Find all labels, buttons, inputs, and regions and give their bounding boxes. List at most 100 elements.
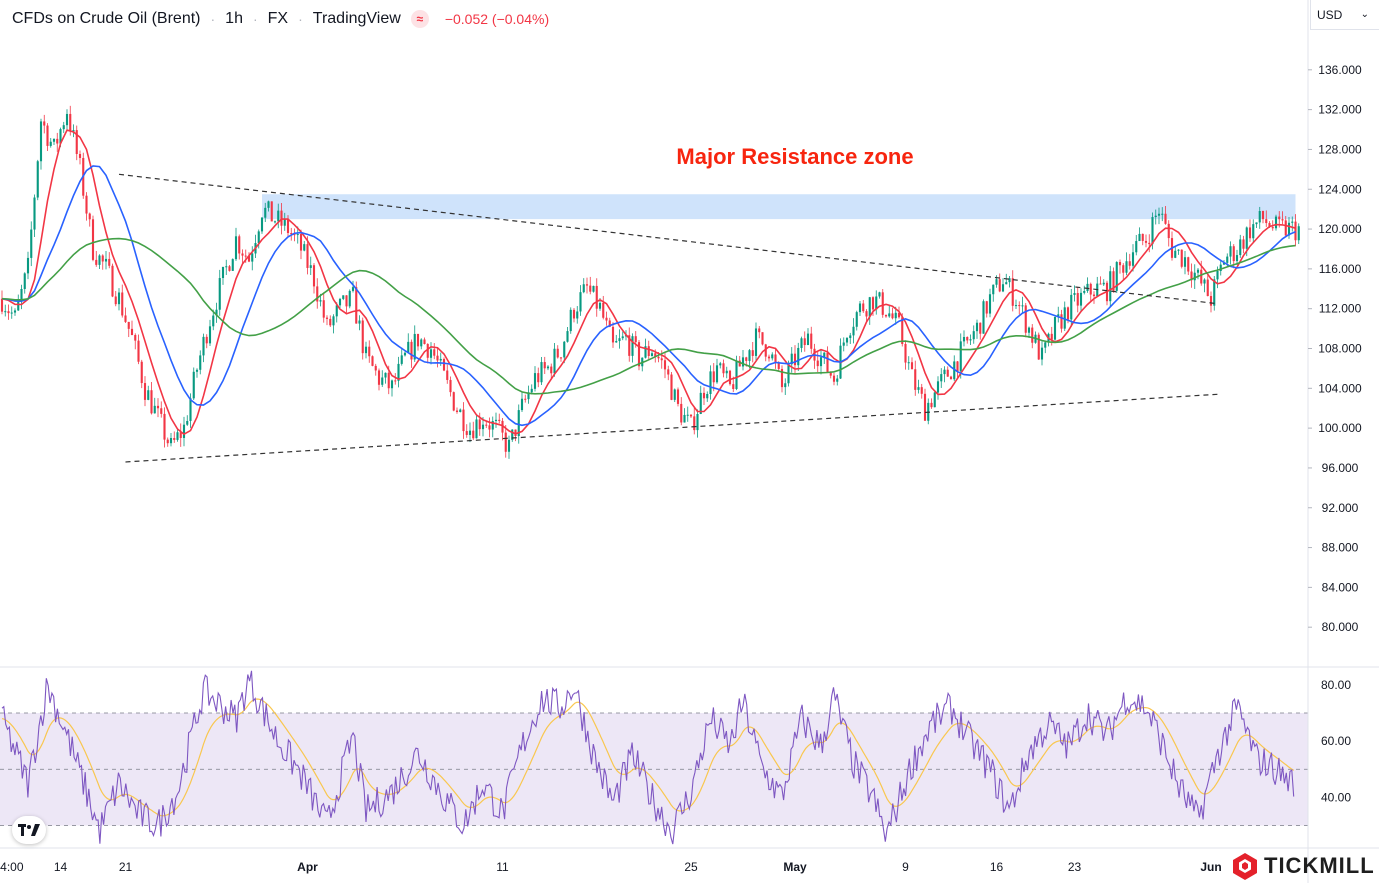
candle-body	[114, 296, 117, 305]
candle-body	[1213, 279, 1216, 306]
candle-body	[182, 424, 186, 438]
price-tick-label: 84.000	[1322, 580, 1359, 594]
price-pane[interactable]: Major Resistance zone	[0, 105, 1300, 463]
candle-body	[595, 285, 598, 309]
candle-body	[325, 317, 329, 319]
currency-selector[interactable]: USD ⌄	[1310, 0, 1379, 30]
symbol-name[interactable]: CFDs on Crude Oil (Brent)	[12, 10, 201, 27]
candle-body	[397, 363, 400, 381]
candle-body	[767, 356, 771, 359]
price-tick-label: 104.000	[1318, 381, 1362, 395]
candle-body	[1229, 246, 1232, 257]
candle-body	[1219, 264, 1222, 271]
candle-body	[371, 356, 374, 366]
candle-body	[1164, 213, 1167, 224]
candle-body	[865, 311, 868, 317]
tradingview-logo-icon[interactable]	[12, 816, 46, 844]
candle-body	[332, 316, 335, 326]
candle-body	[306, 244, 309, 268]
candle-body	[485, 424, 488, 426]
candle-body	[699, 392, 702, 415]
candle-body	[46, 125, 49, 146]
candle-body	[364, 346, 368, 354]
candle-body	[387, 372, 390, 389]
candle-body	[52, 138, 56, 142]
candle-body	[56, 138, 59, 144]
candle-body	[1076, 293, 1079, 306]
candle-body	[488, 425, 491, 430]
candle-body	[117, 292, 121, 305]
candle-body	[709, 371, 712, 395]
candle-body	[1206, 279, 1209, 297]
chevron-down-icon: ⌄	[1360, 9, 1369, 20]
candle-body	[277, 210, 280, 222]
price-tick-label: 124.000	[1318, 182, 1362, 196]
candle-body	[891, 313, 894, 319]
candle-body	[498, 419, 501, 421]
candle-body	[663, 360, 667, 370]
candle-body	[267, 201, 270, 208]
candle-body	[998, 279, 1001, 292]
candle-body	[975, 322, 979, 332]
candle-body	[930, 402, 933, 408]
candle-body	[403, 352, 407, 356]
candle-body	[1141, 233, 1144, 241]
candle-body	[598, 302, 602, 309]
candle-body	[199, 355, 202, 370]
candle-body	[13, 310, 17, 313]
candle-body	[644, 346, 647, 358]
candle-body	[290, 232, 293, 235]
candle-body	[946, 369, 949, 377]
candle-body	[712, 371, 715, 383]
candle-body	[1122, 265, 1125, 273]
price-tick-label: 132.000	[1318, 103, 1362, 117]
candle-body	[439, 358, 442, 361]
candle-body	[582, 284, 585, 293]
wave-icon[interactable]: ≈	[410, 10, 429, 28]
candle-body	[423, 339, 426, 345]
candle-body	[702, 392, 706, 399]
candle-body	[1278, 216, 1281, 220]
candle-body	[283, 218, 286, 226]
candle-body	[1239, 239, 1242, 256]
candle-body	[579, 292, 582, 312]
candle-body	[465, 431, 468, 435]
oscillator-tick-label: 60.00	[1321, 734, 1351, 748]
candle-body	[293, 234, 296, 236]
candle-body	[1255, 222, 1258, 225]
candle-body	[1001, 284, 1005, 292]
candle-body	[780, 368, 784, 388]
candle-body	[147, 390, 150, 400]
candle-body	[335, 305, 338, 317]
candle-body	[91, 219, 95, 260]
header-separator: ·	[298, 11, 303, 27]
candle-body	[478, 419, 481, 430]
candle-body	[140, 361, 143, 384]
dashed-trendline	[118, 173, 1218, 305]
currency-label: USD	[1317, 7, 1343, 22]
chart-header: CFDs on Crude Oil (Brent) · 1h · FX · Tr…	[12, 8, 549, 30]
candle-body	[1079, 292, 1083, 306]
candle-body	[361, 320, 364, 354]
candle-body	[1118, 262, 1122, 266]
candle-body	[894, 312, 897, 319]
candle-body	[764, 344, 767, 357]
interval-label[interactable]: 1h	[225, 10, 243, 27]
candle-body	[228, 266, 231, 271]
candle-body	[985, 301, 988, 314]
candle-body	[322, 300, 325, 318]
candle-body	[563, 341, 566, 358]
candle-body	[790, 353, 793, 365]
candle-body	[1109, 271, 1112, 302]
candle-body	[546, 366, 550, 369]
candle-body	[511, 429, 514, 440]
candle-body	[1115, 262, 1118, 291]
candle-body	[543, 362, 546, 369]
candle-body	[33, 197, 36, 230]
oscillator-pane[interactable]	[0, 670, 1308, 845]
candle-body	[566, 331, 569, 342]
candle-body	[1135, 241, 1138, 253]
candle-body	[17, 300, 20, 311]
